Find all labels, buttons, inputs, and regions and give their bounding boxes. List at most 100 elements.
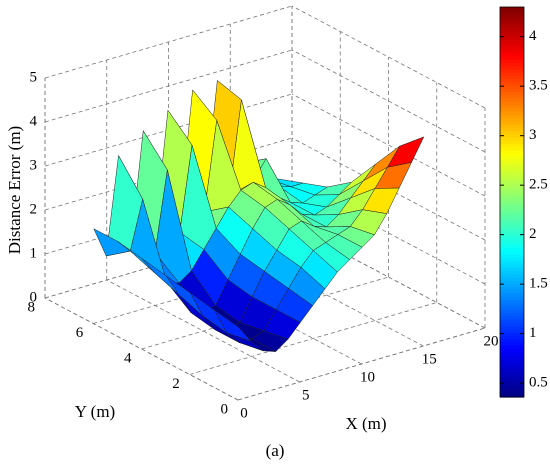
colorbar-cell — [500, 98, 524, 102]
colorbar-cell — [500, 247, 524, 252]
colorbar-cell — [500, 380, 524, 385]
colorbar-cell — [500, 166, 524, 171]
colorbar-cell — [500, 231, 524, 236]
colorbar-cell — [500, 195, 524, 200]
x-grid-line — [168, 261, 362, 365]
colorbar-cell — [500, 345, 524, 349]
colorbar-cell — [500, 159, 524, 164]
colorbar-cell — [500, 221, 524, 226]
colorbar-cell — [500, 198, 524, 203]
colorbar-cell — [500, 55, 524, 60]
colorbar-cell — [500, 387, 524, 392]
colorbar-cell — [500, 208, 524, 213]
colorbar-cell — [500, 20, 524, 24]
colorbar-cell — [500, 312, 524, 317]
colorbar-cell — [500, 185, 524, 190]
y-tick-label: 0 — [221, 401, 229, 417]
colorbar-cell — [500, 146, 524, 151]
colorbar-cell — [500, 104, 524, 109]
x-tick-label: 15 — [422, 351, 437, 367]
colorbar-cell — [500, 351, 524, 356]
colorbar-tick-label: 1 — [529, 325, 537, 341]
colorbar-tick-label: 2.5 — [529, 177, 548, 193]
y-axis-label: Y (m) — [75, 402, 115, 421]
colorbar-cell — [500, 224, 524, 229]
colorbar-cell — [500, 273, 524, 278]
colorbar-cell — [500, 218, 524, 223]
x-tick-label: 5 — [302, 387, 310, 403]
colorbar-cell — [500, 250, 524, 255]
colorbar-cell — [500, 393, 524, 398]
colorbar-cell — [500, 127, 524, 132]
z-grid-line — [44, 49, 293, 123]
colorbar-frame — [499, 6, 525, 398]
colorbar-cell — [500, 150, 524, 154]
colorbar-cell — [500, 280, 524, 284]
colorbar-cell — [500, 16, 524, 21]
colorbar-cell — [500, 299, 524, 304]
colorbar-cell — [500, 117, 524, 122]
colorbar-cell — [500, 234, 524, 239]
colorbar-cell — [500, 332, 524, 336]
colorbar-cell — [500, 335, 524, 340]
colorbar-cell — [500, 257, 524, 262]
colorbar-cell — [500, 120, 524, 125]
z-grid-line — [291, 137, 486, 241]
colorbar-cell — [500, 296, 524, 301]
z-grid-line — [44, 5, 293, 79]
colorbar-cell — [500, 309, 524, 314]
colorbar-cell — [500, 33, 524, 37]
colorbar-cell — [500, 202, 524, 206]
colorbar-cell — [500, 68, 524, 73]
z-axis-label: Distance Error (m) — [5, 126, 24, 254]
z-grid-line — [291, 225, 486, 329]
colorbar-cell — [500, 338, 524, 343]
colorbar-cell — [500, 371, 524, 375]
x-tick-label: 20 — [484, 333, 499, 349]
colorbar-cell — [500, 26, 524, 31]
colorbar-cell — [500, 153, 524, 158]
colorbar-cell — [500, 114, 524, 119]
colorbar-cell — [500, 13, 524, 18]
colorbar-cell — [500, 172, 524, 177]
y-tick-label: 8 — [28, 299, 36, 315]
y-tick-label: 6 — [76, 325, 84, 341]
colorbar-tick-label: 4 — [529, 28, 537, 44]
colorbar-cell — [500, 328, 524, 333]
colorbar-cell — [500, 78, 524, 83]
y-grid-line — [189, 302, 437, 375]
y-tick-label: 4 — [124, 350, 132, 366]
colorbar-cell — [500, 75, 524, 80]
colorbar-cell — [500, 325, 524, 330]
colorbar-cell — [500, 101, 524, 106]
colorbar-cell — [500, 124, 524, 128]
colorbar-cell — [500, 358, 524, 362]
colorbar-cell — [500, 364, 524, 369]
colorbar-tick-label: 1.5 — [529, 276, 548, 292]
colorbar-cell — [500, 65, 524, 70]
colorbar-cell — [500, 107, 524, 112]
colorbar-cell — [500, 377, 524, 382]
colorbar-cell — [500, 237, 524, 242]
colorbar-cell — [500, 192, 524, 197]
surface-patch — [214, 309, 252, 342]
colorbar-cell — [500, 163, 524, 167]
colorbar-cell — [500, 72, 524, 76]
colorbar-cell — [500, 179, 524, 184]
colorbar-cell — [500, 367, 524, 372]
colorbar-cell — [500, 286, 524, 291]
z-tick-label: 4 — [30, 113, 38, 129]
x-grid-line — [230, 243, 424, 347]
colorbar-cell — [500, 384, 524, 388]
z-grid-line — [291, 5, 486, 109]
colorbar-cell — [500, 260, 524, 265]
colorbar-cell — [500, 52, 524, 57]
colorbar-tick-label: 3.5 — [529, 78, 548, 94]
x-tick-label: 10 — [360, 369, 375, 385]
x-tick-label: 0 — [240, 405, 248, 421]
colorbar-cell — [500, 283, 524, 288]
colorbar-cell — [500, 267, 524, 271]
colorbar-cell — [500, 140, 524, 145]
caption: (a) — [266, 441, 285, 460]
z-tick-label: 0 — [30, 289, 38, 305]
